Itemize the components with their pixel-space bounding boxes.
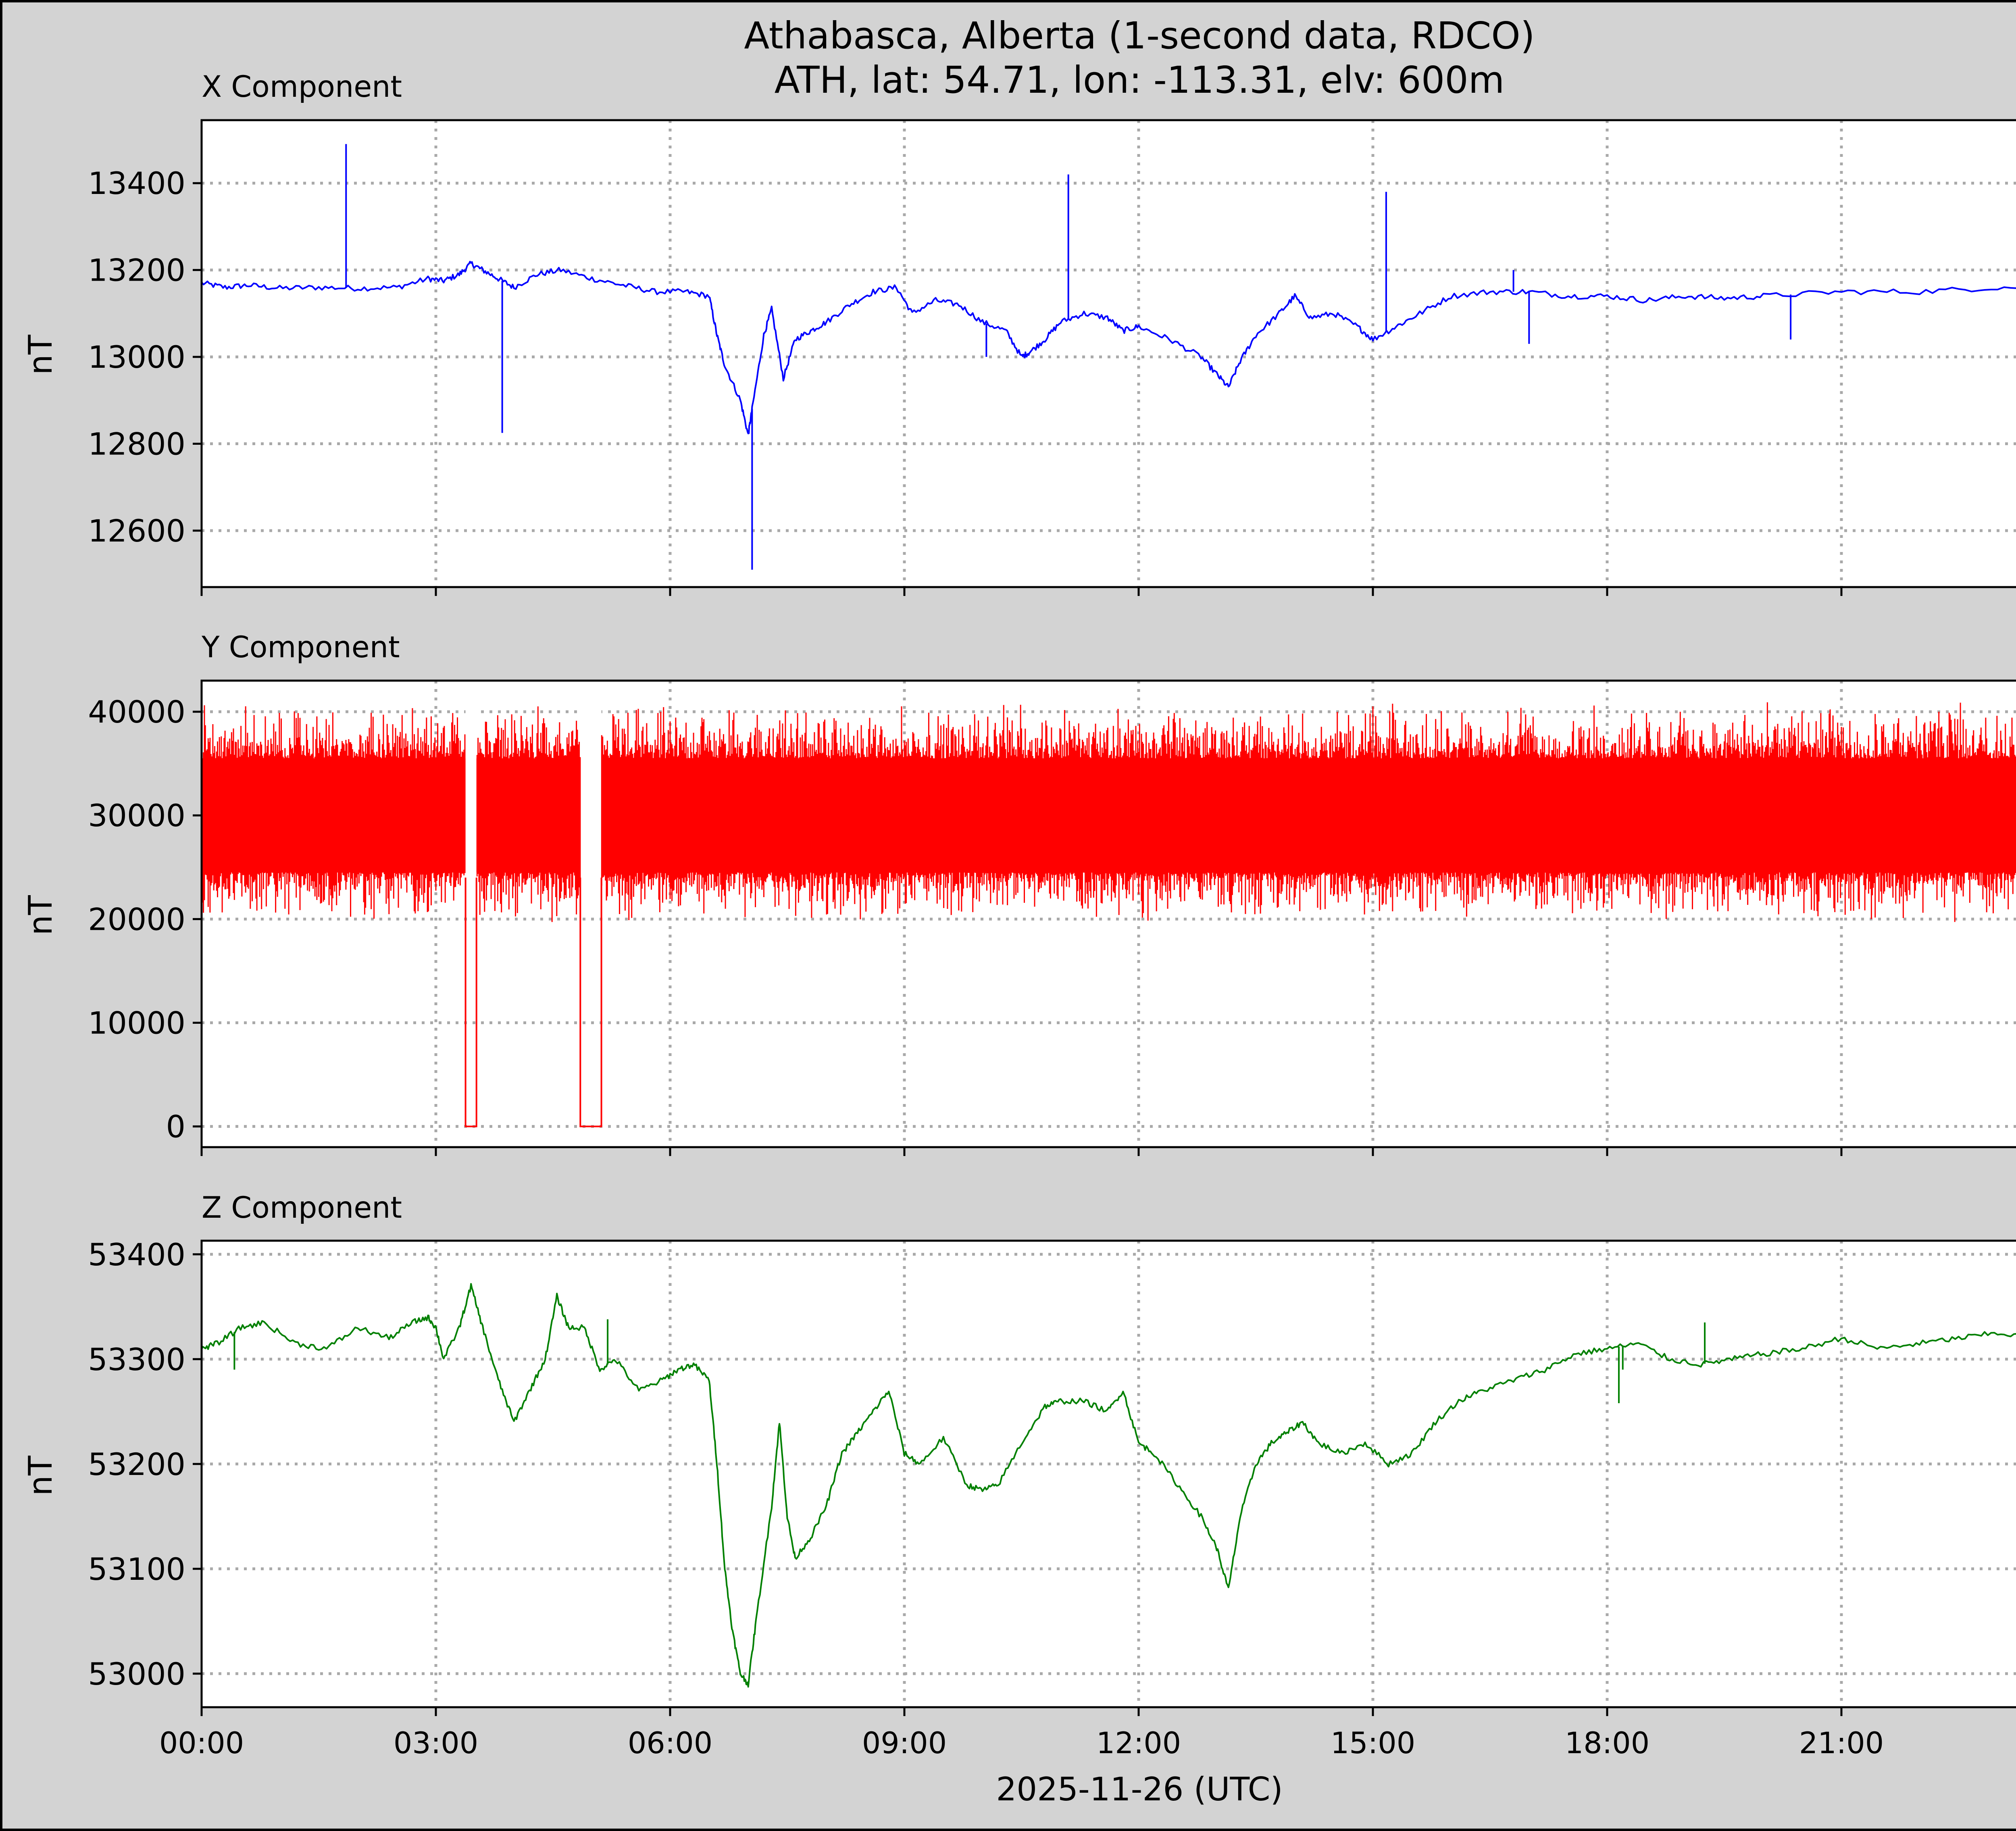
series-line-x <box>202 260 2016 435</box>
x-axis-label: 2025-11-26 (UTC) <box>996 1771 1283 1808</box>
panel-title-y: Y Component <box>201 630 400 664</box>
noise-spikes-y <box>202 702 2016 922</box>
ytick-label-y: 20000 <box>88 901 185 937</box>
xtick-label: 09:00 <box>862 1726 947 1760</box>
ylabel-x: nT <box>22 334 59 375</box>
ytick-label-y: 10000 <box>88 1005 185 1041</box>
panel-x: X Component nT 12600 12800 13000 13200 13400 <box>22 70 2016 596</box>
ytick-label-z: 53300 <box>88 1341 185 1377</box>
ytick-label-z: 53100 <box>88 1551 185 1587</box>
ytick-label-y: 0 <box>166 1109 185 1145</box>
data-layer-z <box>202 1283 2016 1688</box>
figure-title-line2: ATH, lat: 54.71, lon: -113.31, elv: 600m <box>775 58 1505 102</box>
dropout-gap-y <box>465 681 477 888</box>
plot-area-z <box>202 1241 2016 1707</box>
figure-title-line1: Athabasca, Alberta (1-second data, RDCO) <box>744 14 1535 57</box>
data-layer-x <box>202 144 2016 570</box>
ylabel-y: nT <box>22 895 59 935</box>
panel-title-z: Z Component <box>202 1191 402 1225</box>
ytick-label-y: 40000 <box>88 694 185 730</box>
ytick-label-z: 53200 <box>88 1446 185 1482</box>
panel-z: Z Component nT 53000 53100 53200 53300 53400 <box>22 1191 2016 1716</box>
xtick-label: 00:00 <box>159 1726 244 1760</box>
ytick-label-z: 53000 <box>88 1656 185 1692</box>
xtick-label: 03:00 <box>394 1726 478 1760</box>
ylabel-z: nT <box>22 1455 59 1496</box>
series-line-z <box>202 1283 2016 1688</box>
ytick-label-z: 53400 <box>88 1237 185 1273</box>
xtick-label: 18:00 <box>1565 1726 1649 1760</box>
ytick-label-x: 12600 <box>88 513 185 549</box>
plot-area-x <box>202 120 2016 587</box>
ytick-label-x: 13000 <box>88 339 185 375</box>
xtick-label: 06:00 <box>628 1726 712 1760</box>
ytick-label-x: 13200 <box>88 252 185 288</box>
dropout-line-y <box>579 877 602 1127</box>
x-tick-labels: 00:00 03:00 06:00 09:00 12:00 15:00 18:00 21:00 <box>159 1726 1884 1760</box>
ytick-label-x: 13400 <box>88 165 185 201</box>
xtick-label: 15:00 <box>1331 1726 1415 1760</box>
ytick-label-x: 12800 <box>88 426 185 462</box>
xtick-label: 12:00 <box>1096 1726 1181 1760</box>
panel-y: Y Component nT 0 10000 20000 30000 40000 <box>22 630 2016 1156</box>
xtick-label: 21:00 <box>1799 1726 1884 1760</box>
dropout-gap-y <box>580 681 602 888</box>
panel-title-x: X Component <box>202 70 402 104</box>
dropout-line-y <box>464 877 477 1127</box>
ytick-label-y: 30000 <box>88 798 185 833</box>
data-layer-y <box>202 681 2016 1127</box>
